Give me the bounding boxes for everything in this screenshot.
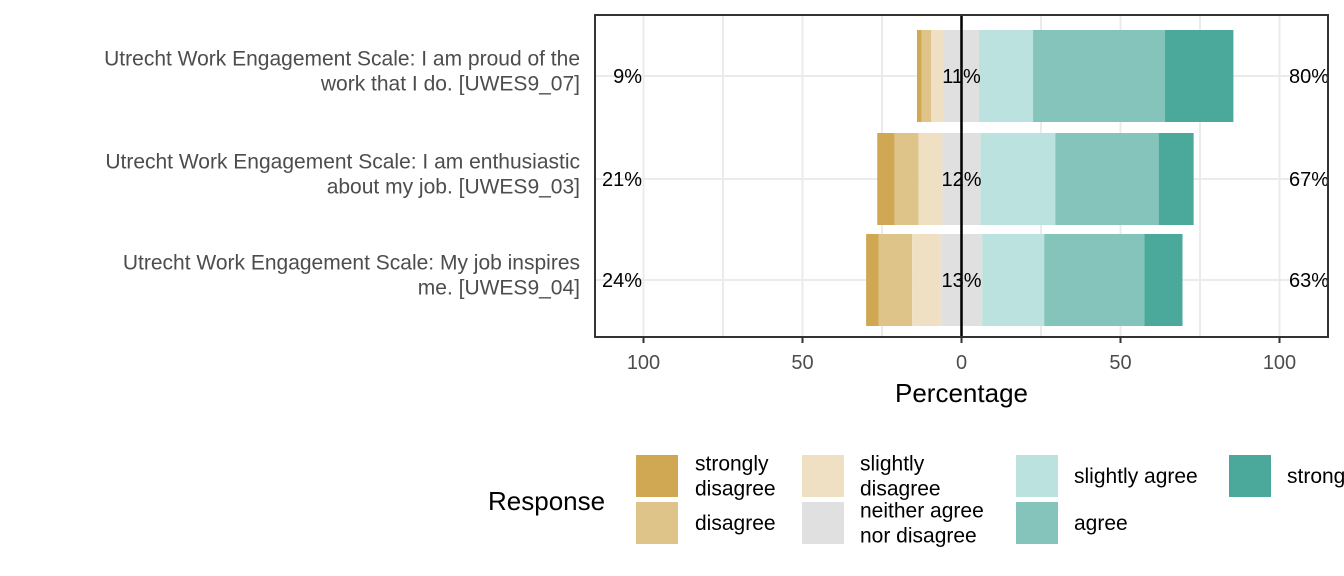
legend-label: agree [1074,512,1128,535]
legend-key [802,502,844,544]
bar-segment [912,234,941,326]
x-axis-title: Percentage [895,378,1028,408]
legend: Responsestronglydisagreedisagreeslightly… [488,453,1344,548]
right-percentage-label: 80% [1289,66,1329,88]
bar-segment [916,30,922,122]
legend-label: neither agree [860,500,984,523]
percentage-labels: 9% 11% 80% 21% 12% 67% 24% 13% 63% [602,66,1329,292]
bar-segment [1033,30,1166,122]
bar-segment [877,133,895,225]
bar-segment [980,133,1056,225]
legend-key [1016,455,1058,497]
legend-label: strongly [695,453,769,476]
center-percentage-label: 13% [941,270,981,292]
x-tick-label: 100 [1263,352,1296,374]
bar-segment [878,234,913,326]
bar-segment [1158,133,1194,225]
left-percentage-label: 9% [613,66,642,88]
bar-segment [866,234,879,326]
left-percentage-label: 24% [602,270,642,292]
x-tick-label: 100 [627,352,660,374]
legend-label: disagree [860,478,941,501]
category-label: Utrecht Work Engagement Scale: My job in… [123,252,580,275]
right-percentage-label: 63% [1289,270,1329,292]
bar-segment [1165,30,1234,122]
bar-segment [918,133,943,225]
category-label: about my job. [UWES9_03] [327,176,580,199]
category-label: Utrecht Work Engagement Scale: I am enth… [105,151,580,174]
center-percentage-label: 12% [941,169,981,191]
legend-key [802,455,844,497]
x-tick-label: 0 [956,352,967,374]
legend-label: nor disagree [860,525,977,548]
left-percentage-label: 21% [602,169,642,191]
legend-label: disagree [695,478,776,501]
legend-label: strongly agree [1287,465,1344,488]
x-tick-label: 50 [791,352,813,374]
legend-label: slightly [860,453,925,476]
category-labels: Utrecht Work Engagement Scale: I am prou… [104,48,580,300]
legend-key [636,455,678,497]
category-label: me. [UWES9_04] [418,277,580,300]
category-label: Utrecht Work Engagement Scale: I am prou… [104,48,580,71]
bar-segment [978,30,1034,122]
bar-segment [1144,234,1183,326]
right-percentage-label: 67% [1289,169,1329,191]
bar-segment [982,234,1045,326]
category-label: work that I do. [UWES9_07] [320,73,580,96]
legend-label: slightly agree [1074,465,1198,488]
bar-segment [921,30,932,122]
bar-segment [1055,133,1159,225]
x-axis: 100 50 0 50 100 Percentage [594,14,1329,408]
legend-key [636,502,678,544]
bar-segment [1044,234,1145,326]
bar-segment [894,133,919,225]
legend-key [1229,455,1271,497]
x-tick-label: 50 [1109,352,1131,374]
bar-segment [931,30,945,122]
legend-label: disagree [695,512,776,535]
center-percentage-label: 11% [942,66,981,88]
bars [866,15,1234,337]
legend-key [1016,502,1058,544]
legend-title: Response [488,486,605,516]
